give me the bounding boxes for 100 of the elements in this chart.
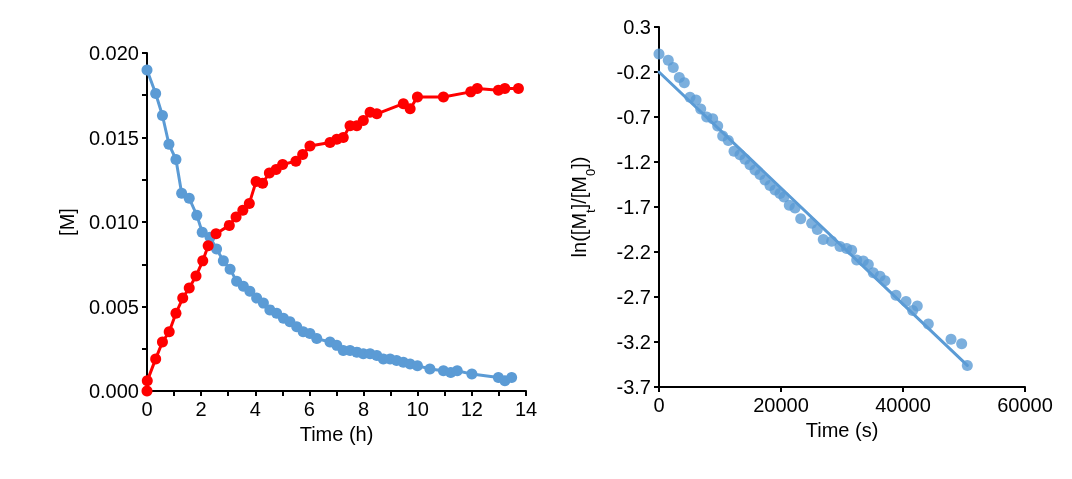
point	[297, 148, 309, 160]
point	[499, 82, 511, 94]
point	[512, 82, 524, 94]
x-tick-label: 10	[406, 398, 429, 420]
point	[190, 270, 202, 282]
y-tick-label: -1.2	[616, 151, 651, 173]
y-tick-label: -2.7	[616, 286, 651, 308]
point	[257, 177, 269, 189]
point	[257, 297, 269, 309]
point	[183, 282, 195, 294]
point	[506, 371, 518, 383]
point	[722, 134, 734, 146]
point	[890, 289, 902, 301]
point	[150, 353, 162, 365]
point	[224, 263, 236, 275]
point	[411, 91, 423, 103]
point	[202, 240, 214, 252]
y-tick-label: -3.2	[616, 331, 651, 353]
point	[471, 82, 483, 94]
point	[170, 307, 182, 319]
y-tick-label: 0.3	[623, 16, 651, 38]
x-tick-label: 2	[195, 398, 207, 420]
point	[862, 259, 874, 271]
point	[945, 333, 957, 345]
point	[223, 219, 235, 231]
point	[176, 187, 188, 199]
x-tick-label: 0	[653, 394, 665, 416]
y-tick-label: -3.7	[616, 376, 651, 398]
x-tick-label: 20000	[753, 394, 809, 416]
point	[311, 333, 323, 345]
point	[826, 235, 838, 247]
point	[210, 228, 222, 240]
point	[795, 213, 807, 225]
point	[911, 300, 923, 312]
point	[690, 94, 702, 106]
y-tick-label: 0.020	[88, 42, 139, 64]
x-tick-label: 12	[460, 398, 483, 420]
x-tick-label: 14	[514, 398, 538, 420]
point	[141, 64, 153, 76]
point	[197, 255, 209, 267]
point	[141, 375, 153, 387]
x-axis-title: Time (s)	[805, 418, 879, 441]
point	[811, 224, 823, 235]
y-tick-label: 0.000	[88, 380, 139, 402]
point	[290, 155, 302, 167]
point	[243, 197, 255, 209]
point	[695, 103, 707, 115]
x-tick-label: 60000	[997, 394, 1053, 416]
point	[170, 153, 182, 165]
y-tick-label: -2.2	[616, 241, 651, 263]
point	[163, 326, 175, 338]
point	[789, 202, 801, 214]
point	[653, 48, 665, 60]
point	[778, 191, 790, 203]
point	[156, 336, 168, 348]
point	[237, 204, 249, 216]
point	[150, 88, 162, 100]
point	[922, 318, 934, 330]
y-tick-label: 0.015	[88, 126, 139, 149]
point	[879, 275, 891, 287]
point	[900, 296, 912, 307]
point	[183, 192, 195, 204]
y-tick-label: -0.7	[616, 106, 651, 128]
point	[156, 110, 168, 122]
point	[244, 285, 256, 297]
x-axis-title: Time (h)	[299, 422, 374, 445]
point	[667, 62, 679, 73]
point	[191, 209, 203, 221]
y-tick-label: 0.010	[88, 211, 139, 233]
point	[846, 244, 858, 256]
x-tick-label: 40000	[875, 394, 931, 416]
point	[196, 226, 208, 238]
point	[163, 138, 175, 150]
y-axis-title: [M]	[56, 208, 78, 236]
point	[404, 103, 416, 115]
point	[956, 338, 968, 350]
y-tick-label: -1.7	[616, 196, 651, 218]
point	[357, 115, 369, 127]
point	[451, 365, 463, 377]
point	[304, 140, 316, 152]
x-tick-label: 4	[249, 398, 261, 420]
point	[712, 120, 724, 132]
point	[217, 255, 229, 267]
point	[411, 360, 423, 372]
point	[371, 108, 383, 120]
point	[277, 159, 289, 171]
point	[177, 292, 189, 304]
point	[230, 211, 242, 223]
point	[707, 113, 719, 125]
x-tick-label: 0	[141, 398, 153, 420]
y-tick-label: 0.005	[88, 295, 139, 318]
point	[678, 77, 690, 89]
x-tick-label: 8	[358, 398, 370, 420]
point	[466, 368, 478, 380]
y-tick-label: -0.2	[616, 61, 651, 83]
x-tick-label: 6	[303, 398, 315, 420]
point	[437, 91, 449, 103]
point	[141, 385, 153, 397]
point	[424, 363, 436, 375]
point	[337, 132, 349, 143]
